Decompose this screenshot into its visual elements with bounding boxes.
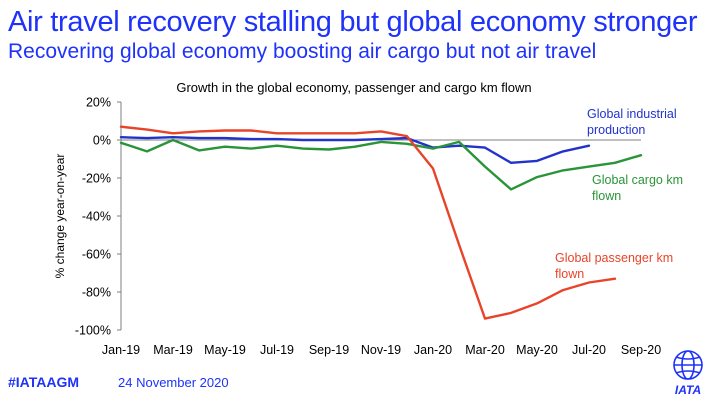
logo-text: IATA — [675, 383, 701, 397]
x-tick-label: May-20 — [516, 343, 558, 357]
footer-hashtag: #IATAAGM — [8, 374, 80, 390]
x-tick-label: May-19 — [204, 343, 246, 357]
series-line-passenger — [119, 125, 617, 320]
x-tick-label: Nov-19 — [361, 343, 401, 357]
x-tick-label: Sep-20 — [621, 343, 661, 357]
footer-date: 24 November 2020 — [118, 375, 229, 390]
y-tick-label: -100% — [75, 324, 111, 338]
series-label-industrial: production — [587, 123, 645, 137]
x-tick-label: Jul-20 — [572, 343, 606, 357]
series-line-cargo — [119, 138, 643, 191]
y-tick-label: 20% — [86, 96, 111, 110]
page-subtitle: Recovering global economy boosting air c… — [8, 40, 597, 63]
iata-logo: IATA — [673, 350, 703, 397]
x-tick-label: Mar-20 — [465, 343, 505, 357]
y-axis-title: % change year-on-year — [53, 154, 67, 279]
series-line-industrial — [119, 135, 591, 165]
page-title: Air travel recovery stalling but global … — [8, 6, 698, 38]
y-tick-label: -20% — [82, 172, 111, 186]
x-tick-label: Jul-19 — [260, 343, 294, 357]
series-label-cargo: flown — [592, 189, 621, 203]
series-label-passenger: Global passenger km — [555, 251, 673, 265]
globe-icon — [673, 350, 703, 380]
y-tick-label: -80% — [82, 286, 111, 300]
series-label-industrial: Global industrial — [587, 107, 677, 121]
x-tick-label: Mar-19 — [153, 343, 193, 357]
series-label-cargo: Global cargo km — [592, 173, 683, 187]
x-tick-label: Jan-20 — [414, 343, 452, 357]
y-tick-label: -60% — [82, 248, 111, 262]
chart-title: Growth in the global economy, passenger … — [176, 80, 531, 95]
x-tick-label: Jan-19 — [102, 343, 140, 357]
y-tick-label: -40% — [82, 210, 111, 224]
series-label-passenger: flown — [555, 267, 584, 281]
x-tick-label: Sep-19 — [309, 343, 349, 357]
y-tick-label: 0% — [93, 134, 111, 148]
